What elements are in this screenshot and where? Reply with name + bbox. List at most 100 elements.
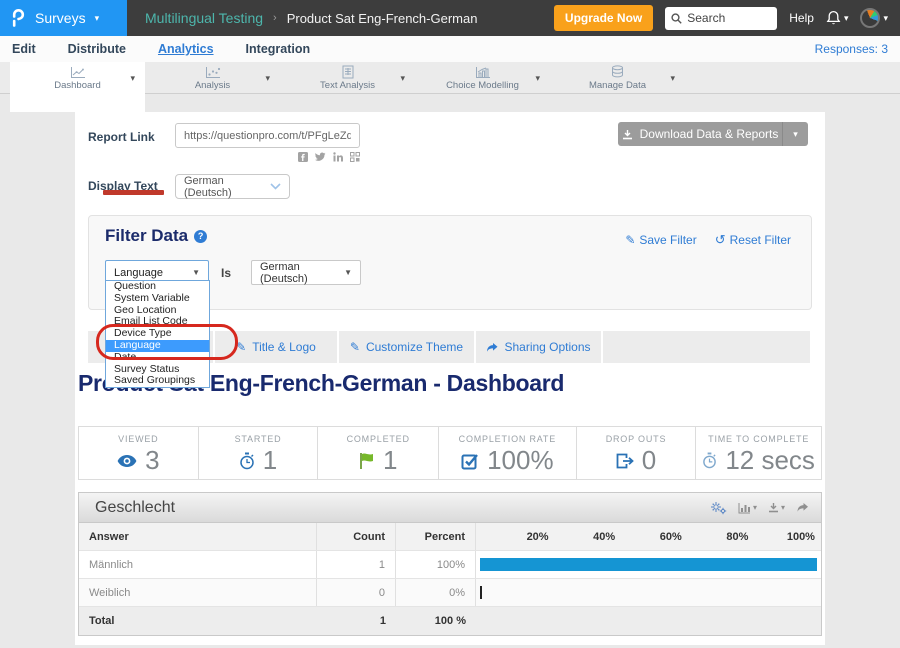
help-icon[interactable] — [194, 229, 208, 243]
dropout-exit-icon — [616, 453, 634, 468]
timer-icon — [703, 452, 717, 469]
report-link-label: Report Link — [88, 130, 155, 144]
dropdown-option[interactable]: Question — [114, 280, 157, 292]
dashboard-content-panel: Report Link Download Data & Repo — [75, 112, 825, 645]
count-cell: 1 — [317, 551, 396, 578]
dropdown-option[interactable]: Email List Code — [114, 315, 188, 328]
stat-label: TIME TO COMPLETE — [708, 434, 810, 444]
reset-filter-button[interactable]: Reset Filter — [715, 232, 791, 248]
stat-label: DROP OUTS — [605, 434, 667, 444]
total-percent: 100 % — [434, 615, 466, 627]
chevron-down-icon[interactable] — [265, 73, 270, 84]
result-bar — [480, 558, 817, 571]
display-text-label: Display Text — [88, 179, 158, 193]
dropdown-option[interactable]: Saved Groupings — [114, 374, 196, 387]
upgrade-now-button[interactable]: Upgrade Now — [553, 5, 654, 31]
stat-started: STARTED 1 — [199, 427, 319, 479]
toolbar-item-analysis[interactable]: Analysis — [145, 62, 280, 94]
toolbar-item-label: Analysis — [194, 79, 231, 91]
axis-tick-labels: 20% 40% 60% 80% 100% — [476, 523, 821, 550]
bar-chart-icon — [738, 502, 750, 513]
document-grid-icon — [342, 65, 354, 79]
stat-value: 1 — [262, 445, 278, 475]
toolbar-item-text-analysis[interactable]: Text Analysis — [280, 62, 415, 94]
breadcrumb-folder[interactable]: Multilingual Testing — [145, 10, 264, 26]
toolbar-item-manage-data[interactable]: Manage Data — [550, 62, 685, 94]
stats-row: VIEWED 3 STARTED 1 COMPLETED 1 — [78, 426, 822, 480]
toolbar-item-label: Manage Data — [588, 79, 647, 91]
chart-type-menu[interactable] — [738, 502, 757, 514]
bar-cell — [476, 579, 821, 606]
search-input[interactable] — [687, 11, 768, 25]
annotation-red-underline — [103, 190, 164, 195]
pencil-icon — [625, 233, 635, 247]
stat-value: 3 — [145, 445, 160, 475]
eye-icon — [117, 454, 137, 467]
filter-operator-label: Is — [221, 266, 232, 280]
toolbar-item-choice-modelling[interactable]: Choice Modelling — [415, 62, 550, 94]
pencil-icon — [350, 340, 360, 354]
nav-item-integration[interactable]: Integration — [245, 42, 311, 56]
toolbar-item-label: Dashboard — [54, 79, 101, 91]
dropdown-option[interactable]: Device Type — [114, 327, 172, 340]
nav-item-analytics[interactable]: Analytics — [157, 42, 214, 56]
download-data-reports-button[interactable]: Download Data & Reports — [618, 122, 808, 146]
stat-completion-rate: COMPLETION RATE 100% — [439, 427, 577, 479]
avatar — [860, 8, 881, 28]
bar-line-chart-icon — [475, 66, 491, 79]
nav-item-distribute[interactable]: Distribute — [67, 42, 126, 56]
report-link-input[interactable] — [175, 123, 360, 148]
scatter-chart-icon — [205, 66, 221, 79]
reset-icon — [715, 232, 726, 248]
share-arrow-icon — [797, 503, 808, 512]
breadcrumb-separator-icon — [273, 12, 277, 24]
dropdown-option[interactable]: Date — [114, 350, 137, 363]
chevron-down-icon — [344, 268, 352, 277]
help-link[interactable]: Help — [789, 11, 814, 25]
download-icon — [768, 503, 778, 513]
tab-customize-theme[interactable]: Customize Theme — [339, 331, 474, 363]
account-menu[interactable] — [860, 8, 888, 28]
chevron-down-icon[interactable] — [670, 73, 675, 84]
linkedin-icon[interactable] — [333, 152, 343, 162]
dropdown-option-language[interactable]: Language — [106, 339, 209, 352]
dropdown-option[interactable]: Geo Location — [114, 303, 177, 316]
notifications-menu[interactable] — [826, 10, 849, 26]
analytics-toolbar: Dashboard Analysis Text Analysis Choice … — [0, 62, 900, 94]
chevron-down-icon[interactable] — [535, 73, 540, 84]
googleplus-icon[interactable] — [350, 152, 360, 162]
stat-label: COMPLETION RATE — [458, 434, 556, 444]
tab-sharing-options[interactable]: Sharing Options — [476, 331, 601, 363]
filter-value: German (Deutsch) — [260, 260, 308, 285]
chevron-down-icon — [95, 13, 100, 24]
twitter-icon[interactable] — [315, 152, 326, 162]
display-text-select[interactable]: German (Deutsch) — [175, 174, 290, 199]
stat-label: VIEWED — [118, 434, 159, 444]
download-options-caret[interactable] — [782, 122, 808, 146]
chevron-down-icon[interactable] — [130, 73, 135, 84]
share-chart-button[interactable] — [796, 502, 809, 513]
question-result-panel: Geschlecht — [78, 492, 822, 636]
filter-value-select[interactable]: German (Deutsch) — [251, 260, 361, 285]
nav-item-edit[interactable]: Edit — [12, 42, 36, 56]
chevron-down-icon[interactable] — [400, 73, 405, 84]
col-percent: Percent — [396, 523, 476, 550]
surveys-menu[interactable]: Surveys — [0, 0, 127, 36]
axis-tick: 100% — [786, 530, 815, 543]
responses-count[interactable]: Responses: 3 — [814, 42, 888, 56]
col-answer: Answer — [79, 523, 317, 550]
search-box[interactable] — [665, 6, 778, 30]
dropdown-option[interactable]: System Variable — [114, 291, 190, 304]
settings-cogs-icon[interactable] — [710, 501, 727, 515]
save-filter-button[interactable]: Save Filter — [625, 232, 696, 248]
search-icon — [671, 12, 682, 24]
chevron-down-icon — [883, 13, 888, 24]
facebook-icon[interactable] — [298, 152, 308, 162]
stat-drop-outs: DROP OUTS 0 — [577, 427, 697, 479]
table-row: Weiblich 0 0% — [79, 579, 821, 607]
dropdown-option[interactable]: Survey Status — [114, 362, 180, 375]
download-chart-menu[interactable] — [768, 502, 785, 513]
table-row: Männlich 1 100% — [79, 551, 821, 579]
toolbar-item-dashboard[interactable]: Dashboard — [10, 62, 145, 94]
